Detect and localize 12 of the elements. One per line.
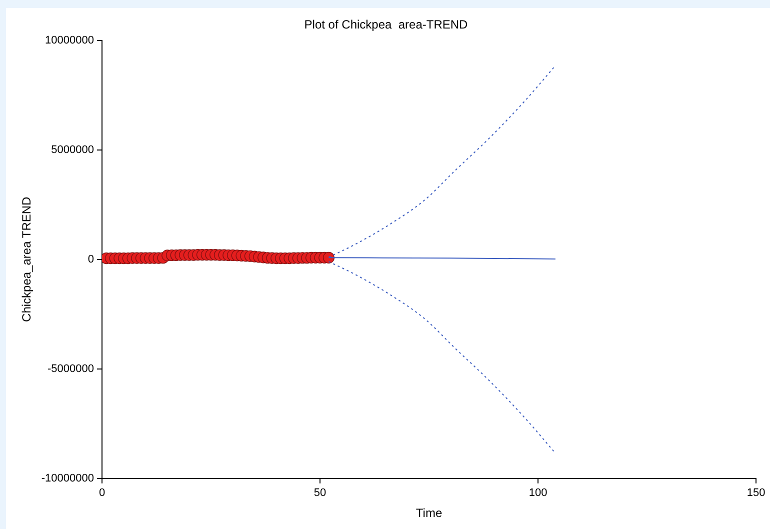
y-tick-label: 0 xyxy=(88,253,94,266)
x-tick-label: 0 xyxy=(98,487,106,500)
y-tick-label: -10000000 xyxy=(41,472,94,484)
x-tick-label: 150 xyxy=(746,487,766,500)
x-tick-label: 50 xyxy=(314,487,326,500)
x-tick-label: 100 xyxy=(528,487,548,500)
y-tick-label: -5000000 xyxy=(48,362,94,375)
y-tick-label: 10000000 xyxy=(45,34,94,46)
y-tick-label: 5000000 xyxy=(51,144,94,156)
x-axis-title: Time xyxy=(416,506,442,520)
chart-title: Plot of Chickpea area-TREND xyxy=(304,18,468,32)
y-axis-title: Chickpea_area TREND xyxy=(20,196,34,322)
